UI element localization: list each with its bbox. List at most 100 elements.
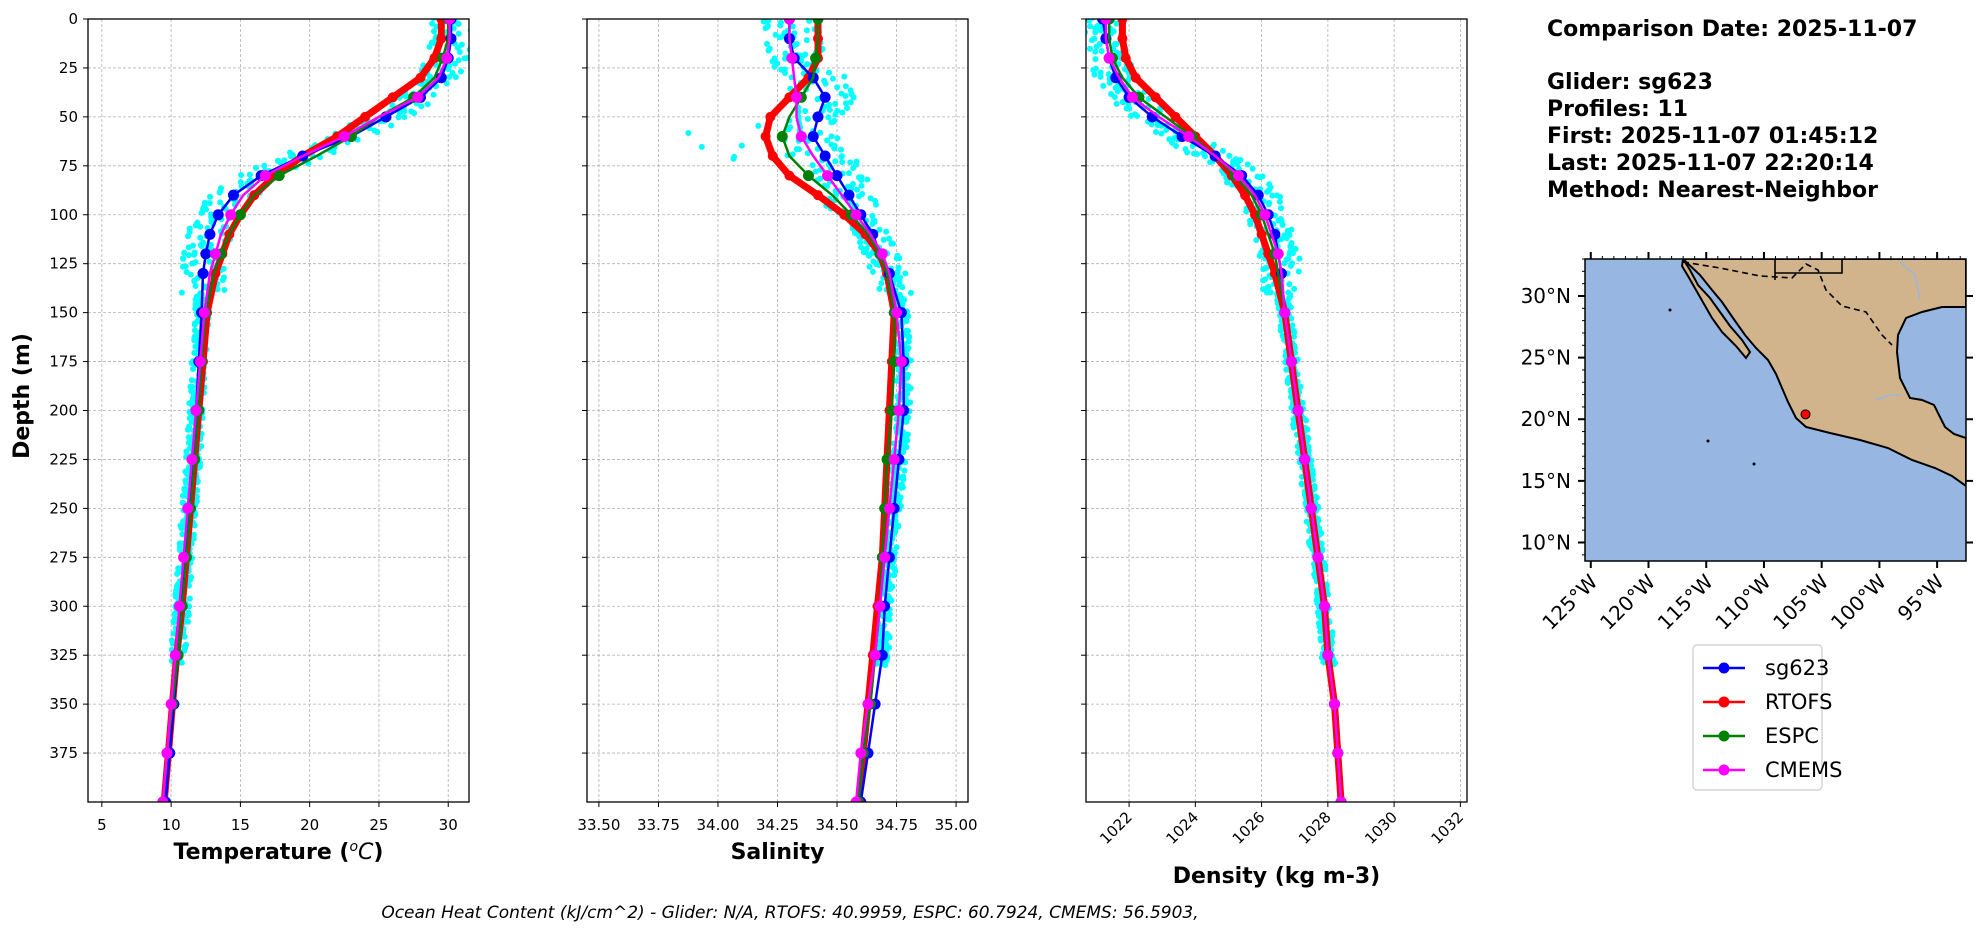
glider-obs-point: [880, 236, 887, 243]
series-point-rtofs: [1256, 229, 1267, 240]
glider-obs-point: [246, 171, 253, 178]
glider-obs-point: [869, 212, 876, 219]
glider-obs-point: [172, 593, 179, 600]
series-point-cmems: [795, 130, 807, 142]
y-tick-label: 0: [68, 10, 78, 28]
glider-obs-point: [388, 122, 395, 129]
series-point-espc: [812, 19, 824, 25]
series-point-cmems: [888, 453, 900, 465]
series-point-espc: [234, 209, 246, 221]
map-lat-label: 10°N: [1521, 531, 1571, 555]
series-point-cmems: [786, 52, 798, 64]
glider-obs-point: [1265, 187, 1272, 194]
glider-obs-point: [1276, 198, 1283, 205]
glider-obs-point: [857, 239, 864, 246]
glider-obs-point: [446, 73, 453, 80]
y-tick-label: 375: [49, 744, 78, 762]
glider-obs-point: [1298, 480, 1305, 487]
glider-obs-point: [430, 91, 437, 98]
glider-obs-point: [685, 130, 692, 137]
glider-obs-point: [197, 234, 204, 241]
series-point-rtofs: [1117, 33, 1128, 44]
glider-obs-point: [1288, 239, 1295, 246]
glider-obs-point: [451, 60, 458, 67]
glider-obs-point: [850, 181, 857, 188]
glider-obs-point: [221, 286, 228, 293]
series-point-cmems: [1299, 453, 1311, 465]
x-tick-label: 33.50: [577, 816, 620, 834]
panel-2: 33.50 33.75 34.00 34.25 34.50 34.75 35.00 Salin…: [577, 18, 978, 865]
glider-obs-point: [191, 522, 198, 529]
glider-obs-point: [905, 345, 912, 352]
glider-obs-point: [1219, 147, 1226, 154]
map-land-mainland: [1681, 259, 1966, 488]
glider-obs-point: [822, 80, 829, 87]
series-point-cmems: [1328, 698, 1340, 710]
glider-obs-point: [1322, 566, 1329, 573]
glider-obs-point: [1295, 268, 1302, 275]
series-point-cmems: [157, 796, 169, 802]
glider-obs-point: [190, 260, 197, 267]
glider-obs-point: [1086, 19, 1093, 24]
glider-obs-point: [1296, 255, 1303, 262]
glider-obs-point: [198, 209, 205, 216]
glider-obs-point: [179, 531, 186, 538]
glider-obs-point: [1281, 260, 1288, 267]
glider-obs-point: [832, 100, 839, 107]
glider-position-marker: [1800, 409, 1811, 420]
map-lat-label: 25°N: [1521, 346, 1571, 370]
glider-obs-point: [903, 418, 910, 425]
legend: sg623 RTOFS ESPC CMEMS: [1692, 644, 1843, 791]
glider-obs-point: [831, 145, 838, 152]
glider-obs-point: [1097, 27, 1104, 34]
glider-obs-point: [866, 263, 873, 270]
glider-obs-point: [812, 168, 819, 175]
glider-obs-point: [179, 263, 186, 270]
glider-obs-point: [190, 535, 197, 542]
x-tick-label: 15: [231, 816, 250, 834]
glider-obs-point: [698, 143, 705, 150]
glider-obs-point: [1283, 235, 1290, 242]
glider-obs-point: [411, 110, 418, 117]
glider-obs-point: [418, 103, 425, 110]
glider-obs-point: [1289, 250, 1296, 257]
glider-obs-point: [1086, 29, 1089, 35]
glider-obs-point: [876, 285, 883, 292]
x-axis-label: Salinity: [731, 840, 825, 865]
glider-obs-point: [870, 258, 877, 265]
y-tick-label: 200: [49, 402, 78, 420]
glider-obs-point: [1259, 286, 1266, 293]
glider-obs-point: [1289, 322, 1296, 329]
glider-obs-point: [464, 54, 469, 61]
glider-obs-point: [456, 49, 463, 56]
glider-obs-point: [389, 102, 396, 109]
x-tick-label: 34.00: [696, 816, 739, 834]
glider-obs-point: [1332, 660, 1339, 667]
profile-panels: 0 25 50 75 100 125 150 175 200 225 250 275 300 325 350…: [49, 10, 1468, 889]
glider-obs-point: [834, 135, 841, 142]
glider-obs-point: [1229, 161, 1236, 168]
series-point-cmems: [190, 405, 202, 416]
map-island-2: [1752, 462, 1756, 466]
glider-obs-point: [430, 28, 437, 35]
glider-obs-point: [871, 217, 878, 224]
glider-obs-point: [839, 159, 846, 166]
series-point-glider: [812, 111, 824, 123]
glider-obs-point: [1111, 94, 1118, 101]
map-lat-label: 30°N: [1521, 284, 1571, 308]
glider-obs-point: [1154, 122, 1161, 129]
glider-obs-point: [1256, 174, 1263, 181]
glider-obs-point: [1127, 112, 1134, 119]
glider-obs-point: [1093, 43, 1100, 50]
glider-obs-point: [803, 37, 810, 44]
glider-obs-point: [214, 286, 221, 293]
series-point-cmems: [1279, 307, 1291, 319]
series-point-cmems: [186, 453, 198, 465]
glider-obs-point: [823, 183, 830, 190]
legend-marker: [1718, 662, 1730, 674]
glider-obs-point: [847, 159, 854, 166]
glider-obs-point: [1265, 201, 1272, 208]
legend-marker: [1718, 764, 1730, 776]
series-point-cmems: [822, 170, 834, 182]
series-point-cmems: [791, 91, 803, 103]
